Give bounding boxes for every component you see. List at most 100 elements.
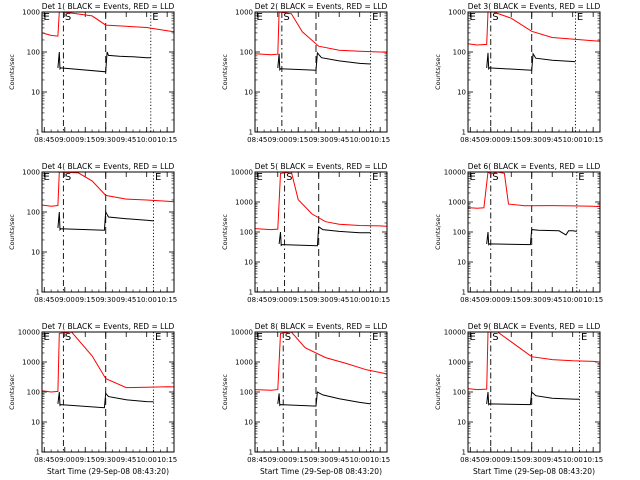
y-tick-label: 10 [457,259,466,267]
series-events-line [57,51,151,73]
x-tick-label: 09:15 [75,456,95,464]
x-tick-label: 10:00 [350,136,370,144]
y-tick-label: 100 [240,49,253,57]
y-tick-label: 100 [453,389,466,397]
y-axis-label: Counts/sec [434,214,442,250]
x-tick-label: 10:00 [137,136,157,144]
panel-det-3: Det 3( BLACK = Events, RED = LLD Counts/s… [434,2,603,144]
series-lld-line [41,331,175,393]
y-tick-label: 1000 [448,359,466,367]
panel-title: Det 1( BLACK = Events, RED = LLD [42,2,175,11]
panel-title: Det 6( BLACK = Events, RED = LLD [468,162,601,171]
series-lld-line [41,171,175,207]
series-lld-line [254,331,388,391]
plot-frame [254,171,388,293]
marker-label: E [44,332,50,343]
x-tick-label: 09:45 [542,456,562,464]
marker-label: E [257,172,263,183]
series-events-line [278,225,371,247]
x-tick-label: 09:15 [501,296,521,304]
marker-label: S [283,12,289,23]
x-tick-label: 09:45 [542,136,562,144]
x-tick-label: 09:45 [542,296,562,304]
x-tick-label: 08:45 [34,296,54,304]
y-tick-label: 1 [36,289,40,297]
y-tick-label: 10 [31,249,40,257]
x-tick-label: 10:00 [137,456,157,464]
x-axis-label: Start Time (29-Sep-08 08:43:20) [260,467,382,476]
marker-label: S [492,332,498,343]
x-tick-label: 10:00 [563,136,583,144]
x-tick-label: 09:15 [288,456,308,464]
x-tick-label: 09:45 [329,456,349,464]
marker-label: E [372,172,378,183]
x-axis-label: Start Time (29-Sep-08 08:43:20) [473,467,595,476]
marker-label: S [286,172,292,183]
marker-label: E [470,12,476,23]
panel-det-8: Det 8( BLACK = Events, RED = LLD Counts/s… [221,322,390,476]
x-tick-label: 08:45 [247,136,267,144]
x-tick-label: 10:15 [583,296,603,304]
x-tick-label: 09:15 [501,456,521,464]
y-tick-label: 100 [240,389,253,397]
y-tick-label: 1 [36,449,40,457]
y-tick-label: 10000 [231,329,253,337]
x-tick-label: 09:15 [288,136,308,144]
y-tick-label: 1000 [448,199,466,207]
x-tick-label: 09:30 [522,456,542,464]
plot-frame [467,11,601,133]
y-tick-label: 10 [457,419,466,427]
x-tick-label: 10:00 [350,296,370,304]
marker-label: E [155,172,161,183]
marker-label: E [44,172,50,183]
x-tick-label: 10:15 [157,456,177,464]
x-tick-label: 08:45 [247,456,267,464]
x-tick-label: 08:45 [34,136,54,144]
series-events-line [486,229,577,246]
x-tick-label: 10:15 [583,136,603,144]
x-tick-label: 10:00 [563,296,583,304]
marker-label: S [65,172,71,183]
plot-frame [254,331,388,453]
y-tick-label: 1 [462,449,466,457]
series-lld-line [254,11,388,56]
x-tick-label: 09:30 [309,296,329,304]
y-tick-label: 1 [249,129,253,137]
series-events-line [57,391,154,409]
series-lld-line [254,171,388,231]
x-tick-label: 09:30 [96,456,116,464]
series-events-line [486,52,576,71]
y-tick-label: 10000 [444,329,466,337]
x-tick-label: 09:00 [268,456,288,464]
series-lld-line [467,171,601,209]
y-tick-label: 1 [462,289,466,297]
x-tick-label: 08:45 [460,296,480,304]
y-tick-label: 100 [453,49,466,57]
marker-label: E [470,172,476,183]
marker-label: S [65,332,71,343]
series-lld-line [467,11,601,46]
y-tick-label: 10000 [231,169,253,177]
x-tick-label: 09:30 [309,456,329,464]
marker-label: E [257,332,263,343]
x-tick-label: 10:15 [157,136,177,144]
x-tick-label: 09:00 [481,456,501,464]
panel-det-4: Det 4( BLACK = Events, RED = LLD Counts/s… [8,162,177,304]
x-tick-label: 09:15 [75,296,95,304]
plot-frame [467,331,601,453]
y-tick-label: 100 [27,49,40,57]
y-tick-label: 1000 [235,199,253,207]
x-tick-label: 09:00 [268,296,288,304]
x-tick-label: 08:45 [460,136,480,144]
marker-label: E [581,332,587,343]
y-tick-label: 1000 [22,359,40,367]
series-lld-line [41,11,175,37]
y-tick-label: 100 [240,229,253,237]
series-events-line [486,390,580,406]
panel-det-2: Det 2( BLACK = Events, RED = LLD Counts/s… [221,2,390,144]
y-tick-label: 10000 [18,329,40,337]
x-tick-label: 10:00 [137,296,157,304]
y-tick-label: 10 [31,89,40,97]
x-tick-label: 09:30 [96,136,116,144]
x-tick-label: 10:15 [157,296,177,304]
